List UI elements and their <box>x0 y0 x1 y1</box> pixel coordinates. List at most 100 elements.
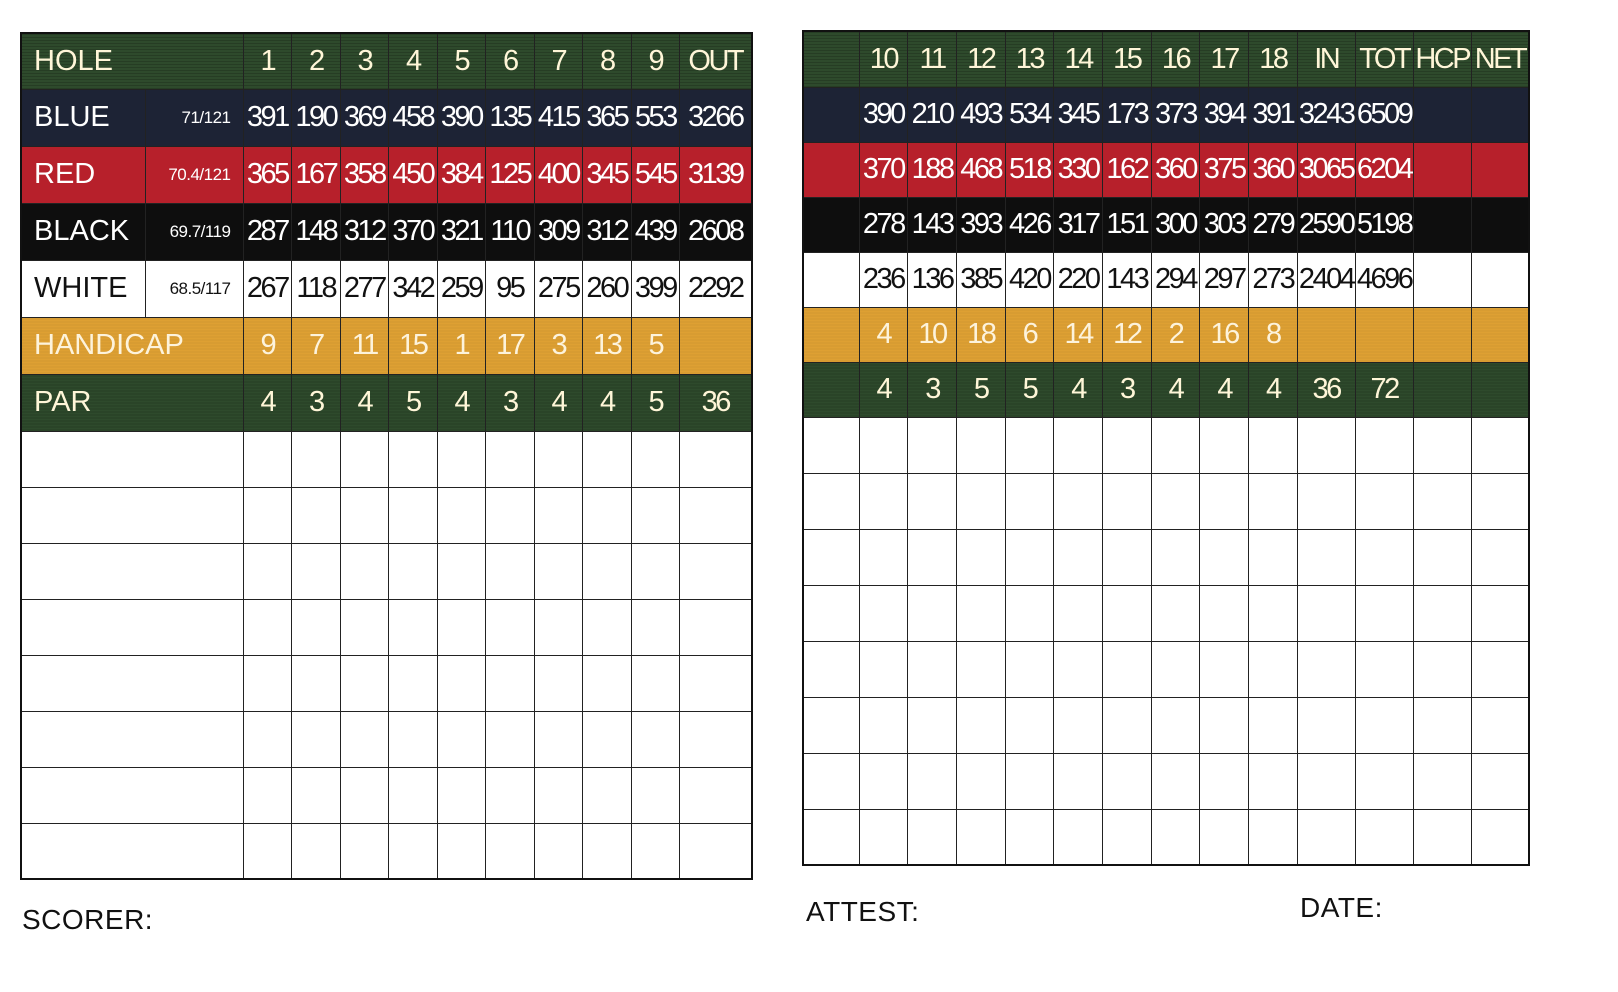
score-cell[interactable] <box>485 822 535 880</box>
score-cell[interactable] <box>1150 696 1201 754</box>
score-cell[interactable] <box>1412 808 1472 866</box>
player-cell[interactable] <box>802 808 860 866</box>
score-cell[interactable] <box>1470 528 1530 586</box>
score-cell[interactable] <box>1248 528 1298 586</box>
score-cell[interactable] <box>242 486 293 544</box>
score-cell[interactable] <box>1004 584 1055 642</box>
player-cell[interactable] <box>802 416 860 474</box>
player-name-cell[interactable] <box>20 654 244 712</box>
score-cell[interactable] <box>582 430 632 488</box>
score-cell[interactable] <box>858 696 909 754</box>
score-cell[interactable] <box>582 766 632 824</box>
score-cell[interactable] <box>1004 696 1055 754</box>
score-cell[interactable] <box>291 542 341 600</box>
score-cell[interactable] <box>339 822 390 880</box>
player-name-cell[interactable] <box>20 486 244 544</box>
score-cell[interactable] <box>485 766 535 824</box>
score-cell[interactable] <box>907 696 957 754</box>
score-cell[interactable] <box>485 598 535 656</box>
score-cell[interactable] <box>1470 416 1530 474</box>
score-cell[interactable] <box>955 808 1006 866</box>
score-cell[interactable] <box>679 822 753 880</box>
score-cell[interactable] <box>1199 808 1249 866</box>
score-cell[interactable] <box>339 486 390 544</box>
score-cell[interactable] <box>955 696 1006 754</box>
score-cell[interactable] <box>388 542 438 600</box>
score-cell[interactable] <box>339 710 390 768</box>
score-cell[interactable] <box>858 584 909 642</box>
score-cell[interactable] <box>533 710 584 768</box>
score-cell[interactable] <box>291 598 341 656</box>
score-cell[interactable] <box>242 822 293 880</box>
score-cell[interactable] <box>242 430 293 488</box>
score-cell[interactable] <box>291 654 341 712</box>
score-cell[interactable] <box>533 822 584 880</box>
player-name-cell[interactable] <box>20 710 244 768</box>
score-cell[interactable] <box>1199 472 1249 530</box>
score-cell[interactable] <box>242 654 293 712</box>
score-cell[interactable] <box>955 416 1006 474</box>
score-cell[interactable] <box>436 654 487 712</box>
player-cell[interactable] <box>802 752 860 810</box>
score-cell[interactable] <box>1354 640 1414 698</box>
score-cell[interactable] <box>1412 696 1472 754</box>
score-cell[interactable] <box>533 766 584 824</box>
score-cell[interactable] <box>1412 472 1472 530</box>
score-cell[interactable] <box>679 654 753 712</box>
score-cell[interactable] <box>436 598 487 656</box>
score-cell[interactable] <box>1053 696 1103 754</box>
player-cell[interactable] <box>802 640 860 698</box>
score-cell[interactable] <box>1150 472 1201 530</box>
score-cell[interactable] <box>858 752 909 810</box>
score-cell[interactable] <box>1199 416 1249 474</box>
score-cell[interactable] <box>1150 528 1201 586</box>
score-cell[interactable] <box>1354 528 1414 586</box>
score-cell[interactable] <box>388 822 438 880</box>
score-cell[interactable] <box>1150 752 1201 810</box>
score-cell[interactable] <box>1248 808 1298 866</box>
score-cell[interactable] <box>485 486 535 544</box>
score-cell[interactable] <box>291 710 341 768</box>
score-cell[interactable] <box>1150 640 1201 698</box>
score-cell[interactable] <box>1354 808 1414 866</box>
score-cell[interactable] <box>955 472 1006 530</box>
score-cell[interactable] <box>1053 528 1103 586</box>
player-name-cell[interactable] <box>20 598 244 656</box>
score-cell[interactable] <box>533 486 584 544</box>
score-cell[interactable] <box>339 766 390 824</box>
score-cell[interactable] <box>436 430 487 488</box>
score-cell[interactable] <box>907 528 957 586</box>
score-cell[interactable] <box>436 710 487 768</box>
score-cell[interactable] <box>1150 416 1201 474</box>
score-cell[interactable] <box>1248 584 1298 642</box>
score-cell[interactable] <box>339 598 390 656</box>
score-cell[interactable] <box>1296 640 1356 698</box>
score-cell[interactable] <box>388 598 438 656</box>
score-cell[interactable] <box>858 808 909 866</box>
score-cell[interactable] <box>1004 416 1055 474</box>
score-cell[interactable] <box>388 710 438 768</box>
player-cell[interactable] <box>802 696 860 754</box>
score-cell[interactable] <box>679 486 753 544</box>
score-cell[interactable] <box>1296 528 1356 586</box>
score-cell[interactable] <box>533 542 584 600</box>
score-cell[interactable] <box>1199 696 1249 754</box>
score-cell[interactable] <box>1199 752 1249 810</box>
score-cell[interactable] <box>1053 584 1103 642</box>
score-cell[interactable] <box>1053 472 1103 530</box>
score-cell[interactable] <box>1150 808 1201 866</box>
score-cell[interactable] <box>907 472 957 530</box>
score-cell[interactable] <box>533 654 584 712</box>
score-cell[interactable] <box>630 822 681 880</box>
score-cell[interactable] <box>1412 640 1472 698</box>
player-cell[interactable] <box>802 584 860 642</box>
score-cell[interactable] <box>1101 584 1152 642</box>
score-cell[interactable] <box>1004 472 1055 530</box>
player-name-cell[interactable] <box>20 822 244 880</box>
score-cell[interactable] <box>679 766 753 824</box>
score-cell[interactable] <box>1470 584 1530 642</box>
score-cell[interactable] <box>485 710 535 768</box>
score-cell[interactable] <box>630 542 681 600</box>
score-cell[interactable] <box>1101 472 1152 530</box>
score-cell[interactable] <box>339 542 390 600</box>
